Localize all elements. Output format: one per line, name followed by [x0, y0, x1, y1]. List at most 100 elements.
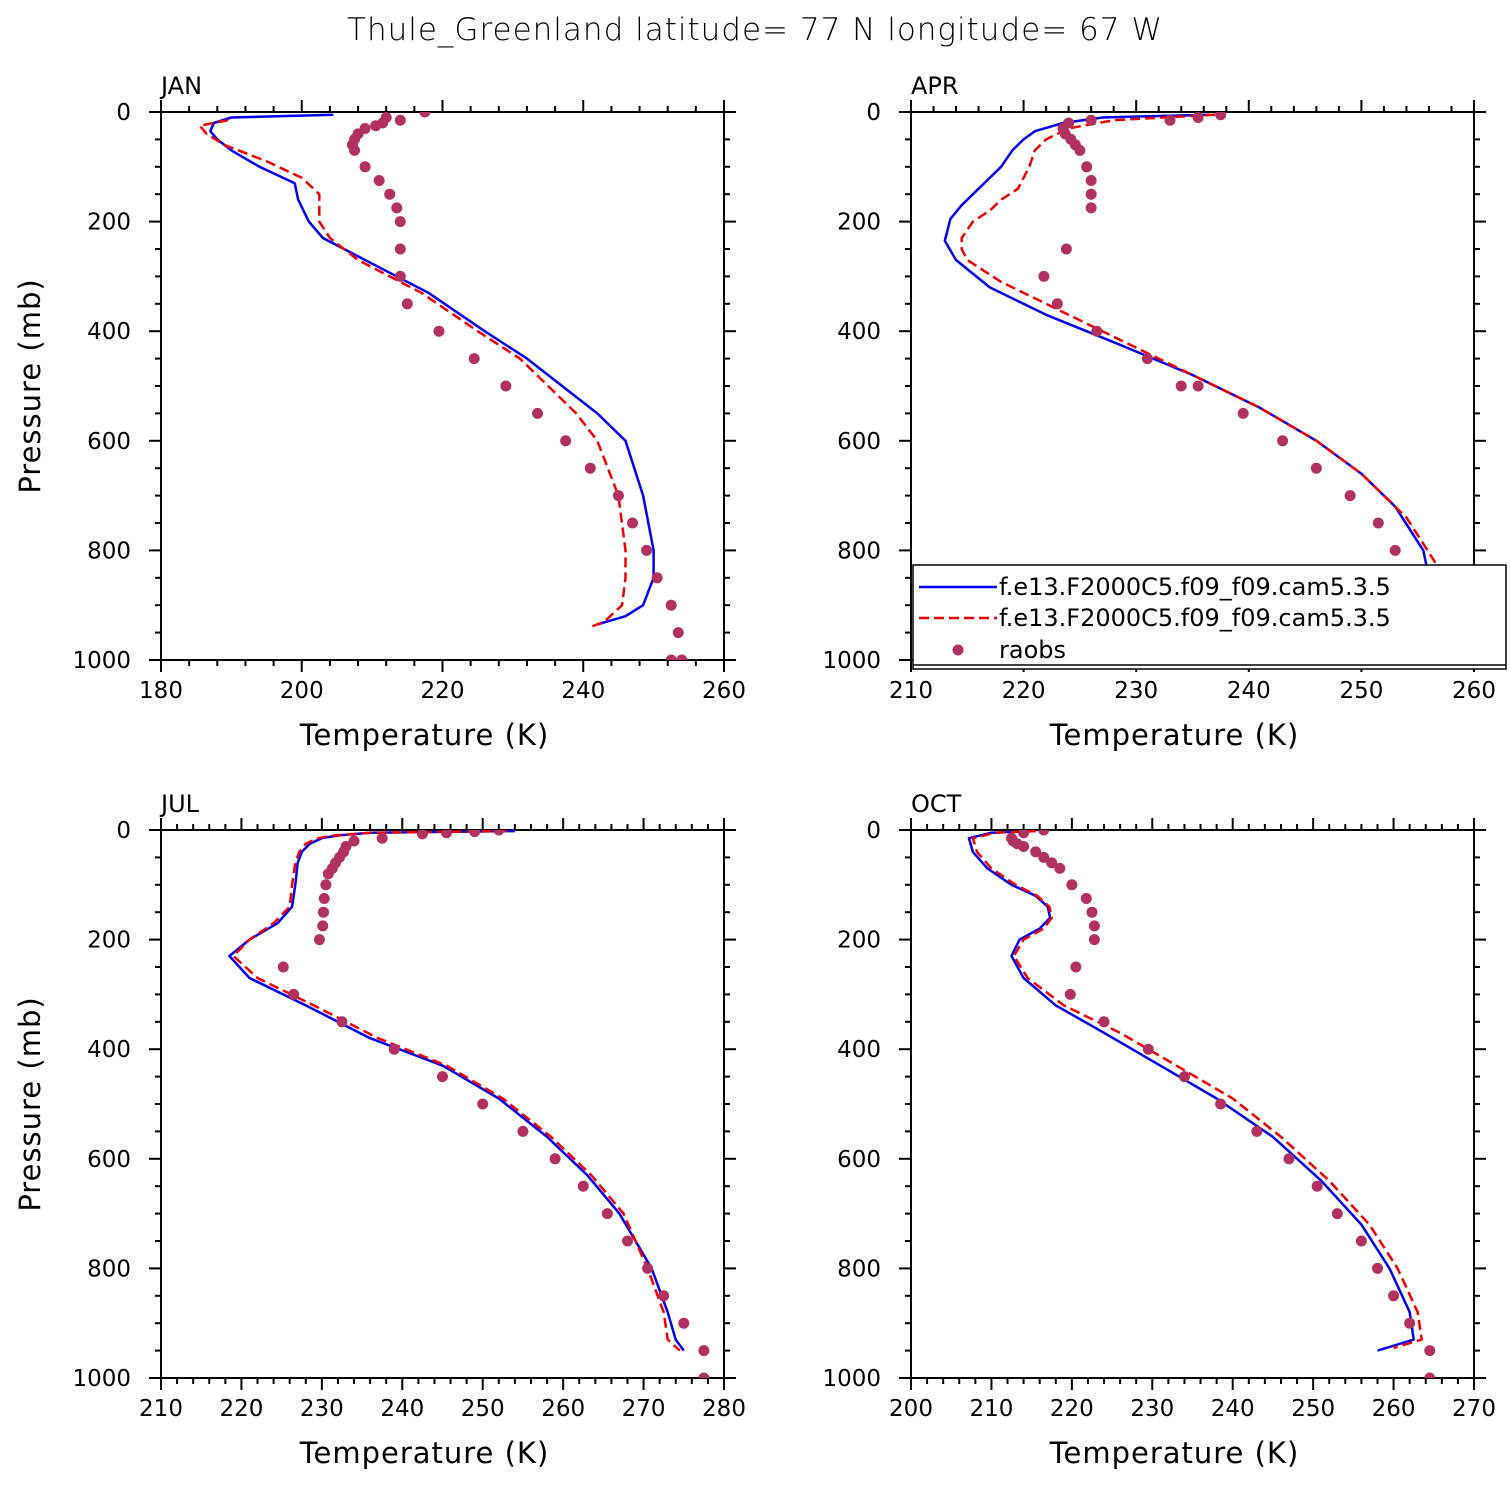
legend-box [912, 564, 1507, 670]
y-tick-label: 0 [866, 100, 881, 126]
panel-label: JAN [159, 72, 202, 100]
figure-title: Thule_Greenland latitude= 77 N longitude… [347, 12, 1163, 48]
x-tick-label: 180 [139, 678, 183, 704]
raobs-point [1164, 114, 1176, 126]
raobs-point [1054, 862, 1066, 874]
y-tick-label: 800 [837, 538, 881, 564]
raobs-point [1046, 857, 1058, 869]
raobs-point [1215, 1098, 1227, 1110]
raobs-point [376, 832, 388, 844]
raobs-point [391, 202, 403, 214]
x-tick-label: 200 [889, 1396, 933, 1422]
plot-area [228, 830, 710, 1378]
x-tick-label: 270 [1452, 1396, 1496, 1422]
raobs-point [394, 243, 406, 255]
panel-label: APR [911, 72, 959, 100]
y-tick-label: 1000 [72, 648, 131, 674]
x-tick-label: 220 [1050, 1396, 1094, 1422]
raobs-point [433, 325, 445, 337]
y-tick-label: 800 [87, 1256, 131, 1282]
raobs-point [477, 1098, 489, 1110]
raobs-point [394, 114, 406, 126]
x-tick-label: 220 [1002, 678, 1046, 704]
raobs-point [1142, 1043, 1154, 1055]
raobs-point [1331, 1208, 1343, 1220]
raobs-point [1178, 1071, 1190, 1083]
raobs-point [416, 830, 428, 840]
y-tick-label: 200 [837, 928, 881, 954]
x-axis-label: Temperature (K) [299, 1436, 550, 1470]
y-tick-label: 800 [837, 1256, 881, 1282]
raobs-point [1237, 407, 1249, 419]
raobs-point [678, 1317, 690, 1329]
x-tick-label: 240 [1211, 1396, 1255, 1422]
raobs-point [1018, 840, 1030, 852]
y-tick-label: 1000 [822, 1366, 881, 1392]
raobs-point [384, 188, 396, 200]
raobs-point [313, 934, 325, 946]
raobs-point [388, 1043, 400, 1055]
x-axis-label: Temperature (K) [299, 718, 550, 752]
raobs-point [621, 1235, 633, 1247]
plot-frame [160, 829, 725, 1379]
raobs-point [1098, 1016, 1110, 1028]
raobs-point [500, 380, 512, 392]
x-tick-label: 230 [1130, 1396, 1174, 1422]
raobs-point [1251, 1125, 1263, 1137]
model-series-red-dashed [198, 118, 627, 629]
raobs-point [665, 654, 677, 660]
raobs-point [627, 517, 639, 529]
y-tick-label: 200 [837, 210, 881, 236]
raobs-point [676, 654, 688, 660]
raobs-point [1038, 830, 1050, 836]
raobs-point [672, 627, 684, 639]
raobs-series [277, 830, 710, 1378]
y-tick-label: 0 [116, 818, 131, 844]
raobs-point [359, 161, 371, 173]
raobs-point [1086, 906, 1098, 918]
panel-label: JUL [159, 790, 200, 818]
x-tick-label: 210 [889, 678, 933, 704]
raobs-point [468, 353, 480, 365]
raobs-point [698, 1372, 710, 1378]
x-tick-label: 240 [380, 1396, 424, 1422]
raobs-series [346, 112, 688, 660]
model-series-blue-solid [967, 830, 1415, 1352]
raobs-point [1088, 934, 1100, 946]
x-tick-label: 280 [702, 1396, 746, 1422]
y-tick-label: 600 [87, 1147, 131, 1173]
raobs-point [1018, 830, 1030, 839]
x-tick-label: 210 [139, 1396, 183, 1422]
plot-frame [160, 111, 725, 661]
raobs-point [1038, 270, 1050, 282]
raobs-point [1085, 114, 1097, 126]
raobs-point [665, 599, 677, 611]
raobs-point [349, 144, 361, 156]
y-tick-label: 600 [837, 429, 881, 455]
raobs-point [288, 988, 300, 1000]
raobs-point [612, 490, 624, 502]
x-tick-label: 210 [969, 1396, 1013, 1422]
raobs-point [469, 830, 481, 838]
raobs-point [1030, 846, 1042, 858]
chart-panel-apr: APR 210 220 230 240 250 260 0 200 400 600 800 1000 Te… [822, 72, 1507, 752]
raobs-point [1080, 893, 1092, 904]
x-tick-label: 230 [1114, 678, 1158, 704]
y-axis-label: Pressure (mb) [13, 278, 47, 493]
chart-panel-jul: JUL 210 220 230 240 250 260 270 280 0 200 400 600 800… [13, 790, 746, 1470]
raobs-point [322, 868, 334, 880]
raobs-point [370, 120, 382, 132]
raobs-point [394, 270, 406, 282]
plot-area [198, 112, 688, 660]
panel-label: OCT [911, 790, 962, 818]
raobs-point [1424, 1345, 1436, 1357]
raobs-point [549, 1153, 561, 1165]
raobs-point [318, 893, 330, 904]
raobs-point [1175, 380, 1187, 392]
raobs-point [1215, 112, 1227, 121]
legend-marker-raobs [952, 644, 964, 656]
y-tick-label: 0 [116, 100, 131, 126]
model-series-blue-solid [228, 830, 685, 1352]
raobs-point [277, 961, 289, 973]
x-tick-label: 240 [1227, 678, 1271, 704]
